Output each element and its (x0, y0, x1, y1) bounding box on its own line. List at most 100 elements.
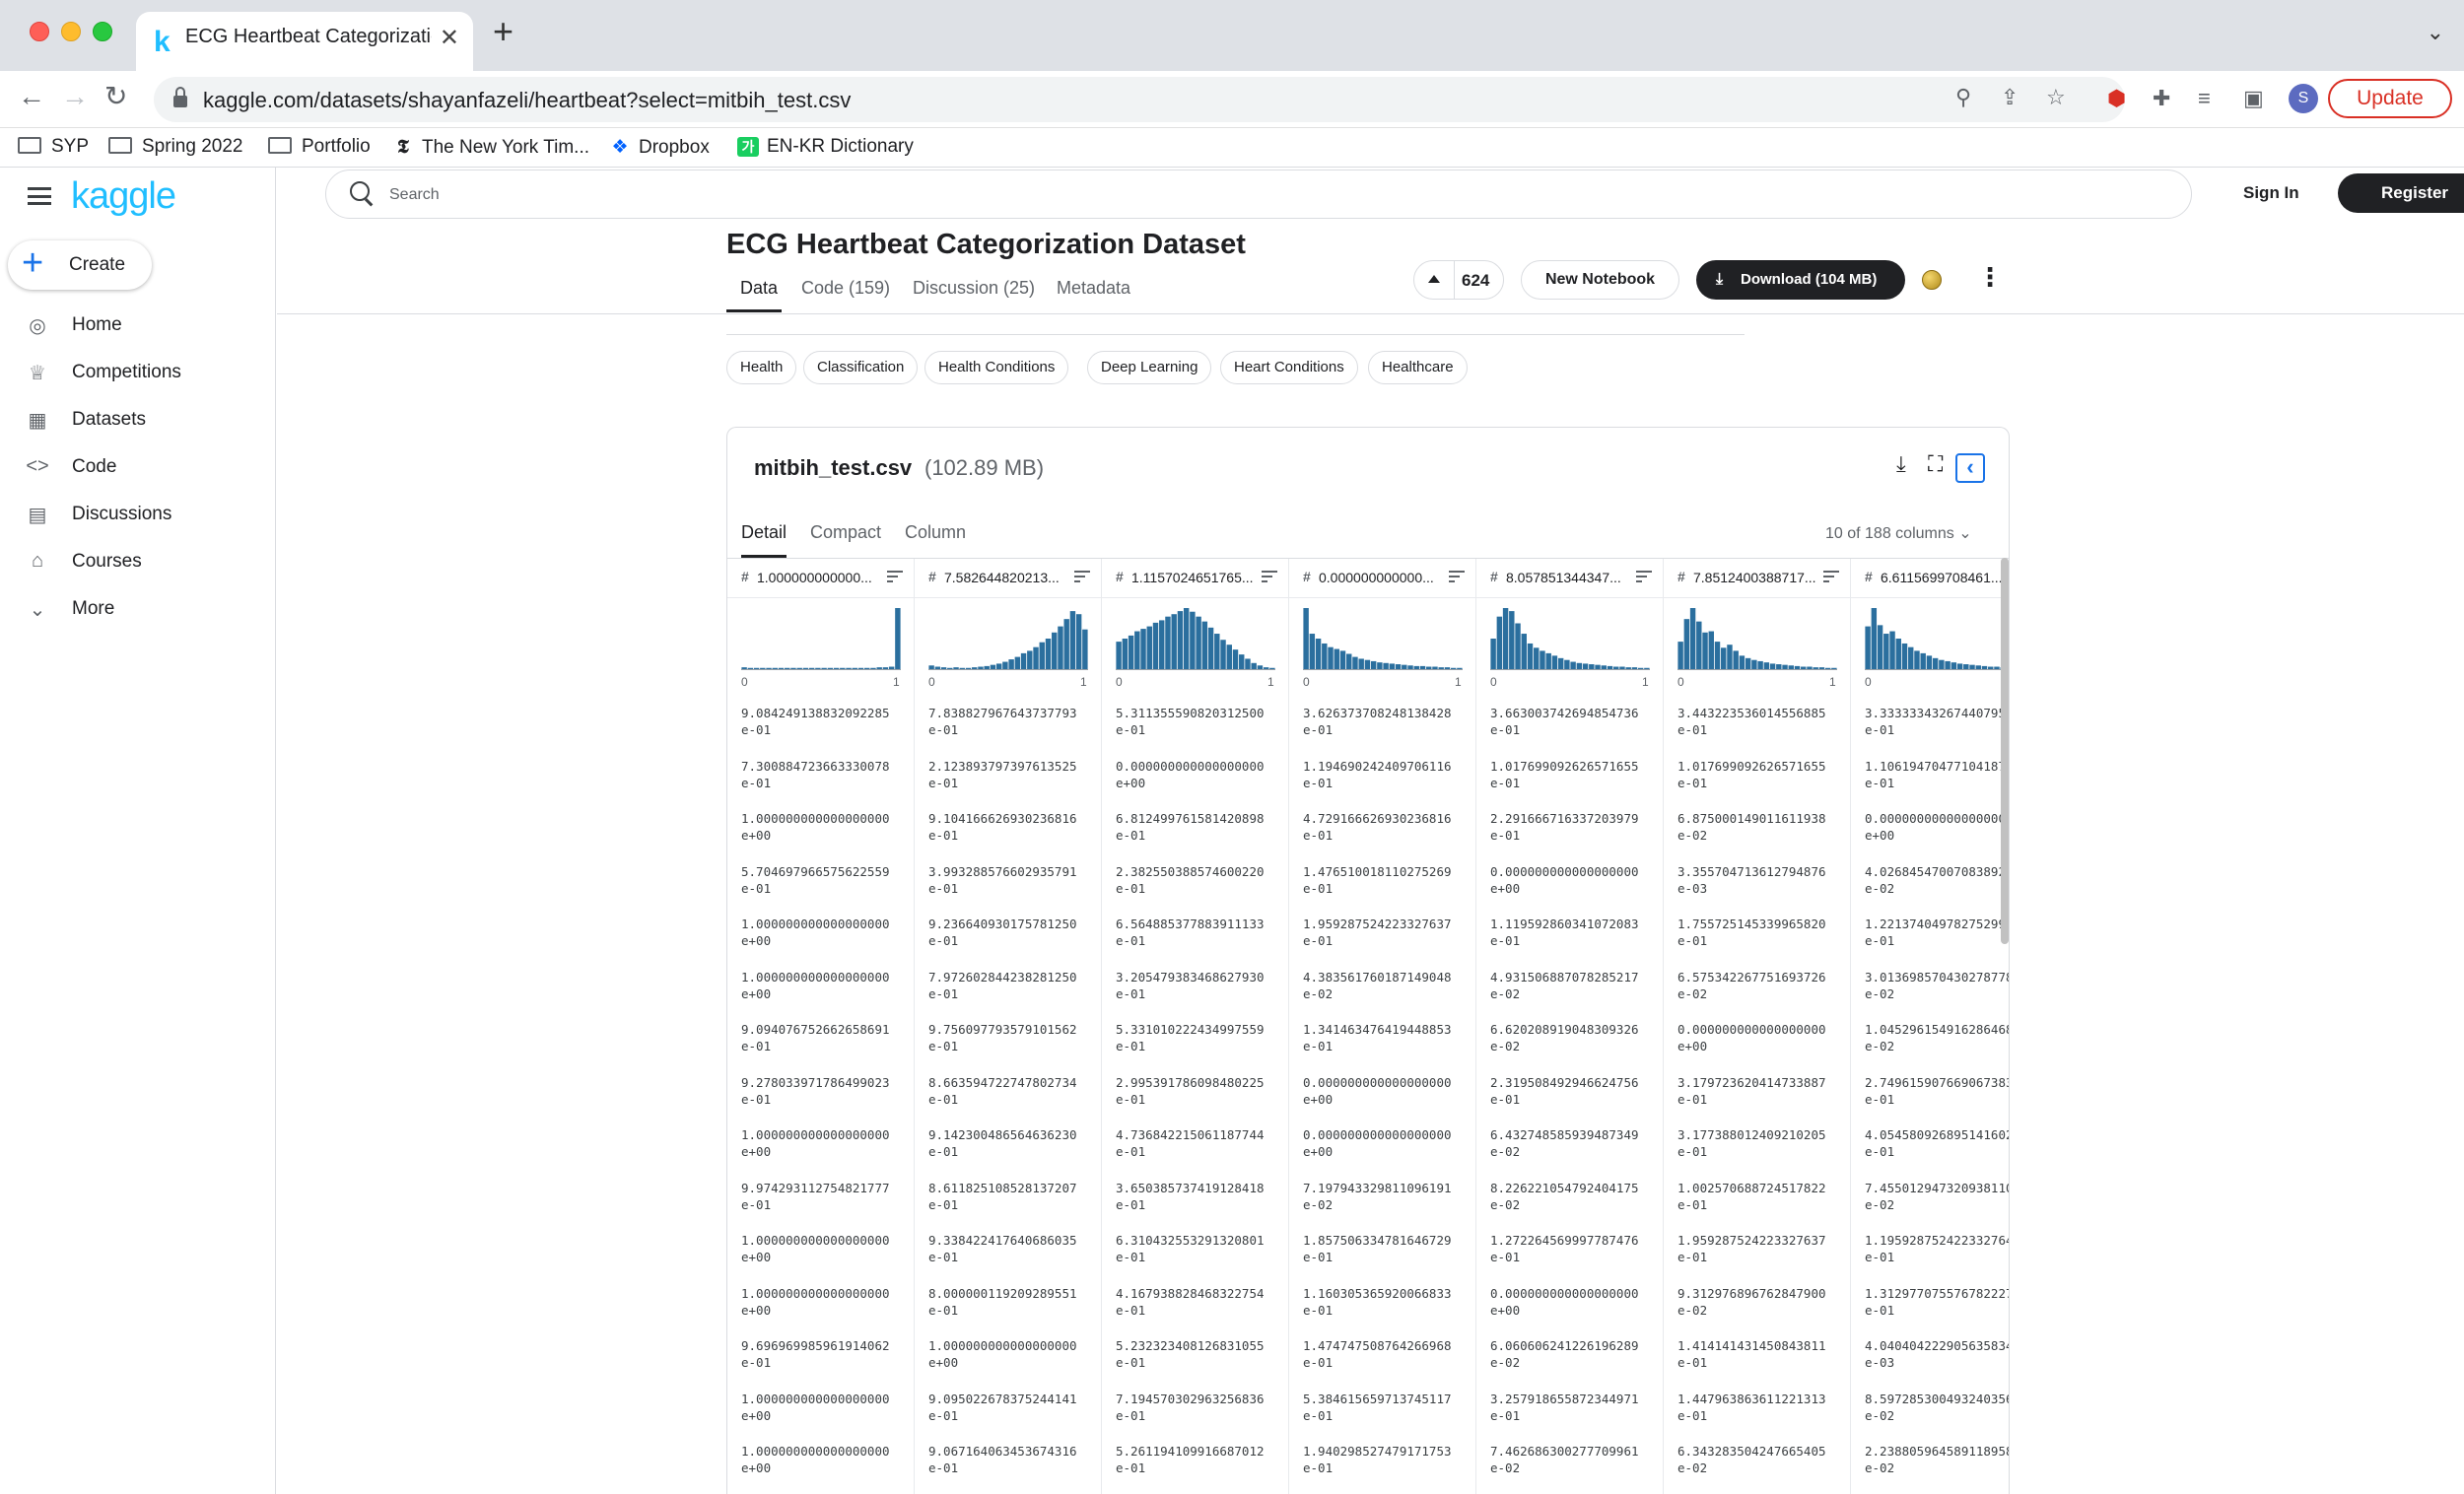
histogram-bar[interactable] (1027, 650, 1033, 669)
tab-search-chevron-icon[interactable]: ⌄ (2426, 20, 2444, 44)
column-header[interactable]: #7.582644820213... (915, 559, 1102, 598)
table-cell[interactable]: 2.749615907669067383 e-01 (1865, 1074, 2009, 1108)
histogram-bar[interactable] (1813, 667, 1818, 669)
histogram-bar[interactable] (972, 667, 978, 669)
table-cell[interactable]: 8.597285300493240356 e-02 (1865, 1391, 2009, 1424)
histogram-bar[interactable] (1322, 643, 1328, 669)
histogram-bar[interactable] (852, 667, 857, 669)
histogram-bar[interactable] (1794, 665, 1801, 669)
histogram-bar[interactable] (1613, 666, 1619, 669)
histogram-bar[interactable] (1207, 627, 1214, 669)
histogram-bar[interactable] (928, 665, 934, 669)
table-cell[interactable]: 6.875000149011611938 e-02 (1677, 810, 1847, 844)
histogram-bar[interactable] (1346, 653, 1352, 670)
table-cell[interactable]: 4.931506887078285217 e-02 (1490, 969, 1660, 1002)
table-cell[interactable]: 5.704697966575622559 e-01 (741, 863, 911, 897)
table-cell[interactable]: 3.205479383468627930 e-01 (1116, 969, 1285, 1002)
table-cell[interactable]: 1.000000000000000000 e+00 (928, 1337, 1098, 1371)
histogram-bar[interactable] (840, 667, 846, 669)
histogram-bar[interactable] (1625, 667, 1631, 669)
histogram-bar[interactable] (1926, 655, 1933, 669)
histogram-bar[interactable] (1432, 666, 1438, 669)
table-cell[interactable]: 1.959287524223327637 e-01 (1677, 1232, 1847, 1265)
histogram-bar[interactable] (1776, 664, 1782, 669)
sort-icon[interactable] (887, 571, 903, 582)
histogram-bar[interactable] (1426, 666, 1432, 669)
table-cell[interactable]: 1.959287524223327637 e-01 (1303, 916, 1472, 949)
histogram-bar[interactable] (790, 667, 796, 669)
histogram-bar[interactable] (1358, 658, 1364, 669)
table-cell[interactable]: 1.414141431450843811 e-01 (1677, 1337, 1847, 1371)
table-cell[interactable]: 0.000000000000000000 e+00 (1116, 758, 1285, 791)
column-histogram[interactable] (1677, 606, 1837, 669)
column-header[interactable]: #6.6115699708461... (1851, 559, 2009, 598)
histogram-bar[interactable] (1739, 655, 1745, 669)
histogram-bar[interactable] (1190, 611, 1196, 669)
histogram-bar[interactable] (1889, 631, 1895, 669)
column-header[interactable]: #7.8512400388717... (1664, 559, 1851, 598)
table-cell[interactable]: 6.310432553291320801 e-01 (1116, 1232, 1285, 1265)
histogram-bar[interactable] (888, 666, 895, 669)
table-cell[interactable]: 0.000000000000000000 e+00 (1303, 1126, 1472, 1160)
medal-icon[interactable] (1922, 270, 1942, 290)
table-cell[interactable]: 9.974293112754821777 e-01 (741, 1180, 911, 1213)
table-cell[interactable]: 4.054580926895141602 e-01 (1865, 1126, 2009, 1160)
sidebar-item-discussions[interactable]: ▤ Discussions (0, 491, 276, 538)
table-cell[interactable]: 1.272264569997787476 e-01 (1490, 1232, 1660, 1265)
table-cell[interactable]: 3.355704713612794876 e-03 (1677, 863, 1847, 897)
table-cell[interactable]: 7.972602844238281250 e-01 (928, 969, 1098, 1002)
column-histogram[interactable] (1865, 606, 2009, 669)
histogram-bar[interactable] (1527, 643, 1534, 669)
histogram-bar[interactable] (1383, 662, 1389, 669)
histogram-bar[interactable] (990, 664, 996, 669)
sort-icon[interactable] (1262, 571, 1277, 582)
hamburger-menu-icon[interactable] (28, 187, 51, 205)
table-cell[interactable]: 6.343283504247665405 e-02 (1677, 1443, 1847, 1476)
bookmark-star-icon[interactable]: ☆ (2046, 85, 2066, 109)
table-cell[interactable]: 2.382550388574600220 e-01 (1116, 863, 1285, 897)
table-cell[interactable]: 2.123893797397613525 e-01 (928, 758, 1098, 791)
table-cell[interactable]: 7.838827967643737793 e-01 (928, 705, 1098, 738)
histogram-bar[interactable] (1020, 652, 1027, 669)
histogram-bar[interactable] (1570, 661, 1576, 669)
histogram-bar[interactable] (1589, 664, 1595, 669)
extensions-puzzle-icon[interactable]: ✚ (2153, 86, 2171, 110)
histogram-bar[interactable] (1745, 657, 1751, 669)
histogram-bar[interactable] (1994, 666, 2000, 669)
histogram-bar[interactable] (1257, 665, 1264, 669)
histogram-bar[interactable] (1214, 634, 1220, 669)
profile-avatar[interactable]: S (2289, 84, 2318, 113)
table-cell[interactable]: 9.696969985961914062 e-01 (741, 1337, 911, 1371)
histogram-bar[interactable] (821, 667, 827, 669)
histogram-bar[interactable] (1140, 629, 1146, 669)
columns-selector[interactable]: 10 of 188 columns ⌄ (1825, 523, 1972, 543)
histogram-bar[interactable] (1607, 665, 1613, 669)
histogram-bar[interactable] (1226, 645, 1232, 669)
histogram-bar[interactable] (882, 667, 889, 669)
histogram-bar[interactable] (1334, 648, 1339, 669)
histogram-bar[interactable] (1831, 667, 1837, 669)
histogram-bar[interactable] (1677, 642, 1683, 669)
address-bar[interactable]: kaggle.com/datasets/shayanfazeli/heartbe… (154, 77, 2125, 122)
table-cell[interactable]: 6.620208919048309326 e-02 (1490, 1021, 1660, 1054)
histogram-bar[interactable] (802, 667, 809, 669)
table-cell[interactable]: 1.474747508764266968 e-01 (1303, 1337, 1472, 1371)
histogram-bar[interactable] (1557, 657, 1564, 669)
zoom-icon[interactable]: ⚲ (1955, 85, 1972, 109)
column-header[interactable]: #1.1157024651765... (1102, 559, 1289, 598)
table-cell[interactable]: 1.447963863611221313 e-01 (1677, 1391, 1847, 1424)
new-notebook-button[interactable]: New Notebook (1521, 260, 1679, 300)
histogram-bar[interactable] (1407, 665, 1413, 669)
table-cell[interactable]: 3.663003742694854736 e-01 (1490, 705, 1660, 738)
histogram-bar[interactable] (772, 667, 778, 669)
table-cell[interactable]: 9.338422417640686035 e-01 (928, 1232, 1098, 1265)
tag-chip[interactable]: Heart Conditions (1220, 351, 1358, 384)
table-cell[interactable]: 3.650385737419128418 e-01 (1116, 1180, 1285, 1213)
table-cell[interactable]: 9.278033971786499023 e-01 (741, 1074, 911, 1108)
download-button[interactable]: ⤓ Download (104 MB) (1696, 260, 1905, 300)
histogram-bar[interactable] (1782, 664, 1788, 669)
histogram-bar[interactable] (1177, 611, 1184, 669)
histogram-bar[interactable] (1063, 619, 1069, 669)
histogram-bar[interactable] (1865, 626, 1871, 669)
tab-metadata[interactable]: Metadata (1057, 278, 1131, 298)
